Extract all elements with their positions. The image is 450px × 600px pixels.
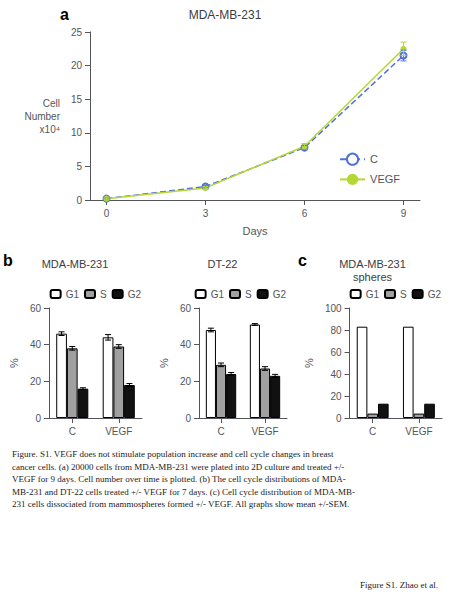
svg-text:9: 9 [401, 208, 407, 219]
svg-text:5: 5 [76, 161, 82, 172]
html-text:Figure. S1. VEGF does not stim: Figure. S1. VEGF does not stimulate popu… [12, 449, 355, 510]
svg-text:G1: G1 [211, 289, 225, 300]
svg-text:DT-22: DT-22 [208, 258, 238, 270]
svg-text:20: 20 [30, 376, 42, 387]
svg-text:C: C [369, 426, 376, 437]
svg-text:40: 40 [30, 339, 42, 350]
svg-text:%: % [303, 358, 315, 368]
svg-text:60: 60 [30, 303, 42, 314]
svg-text:0: 0 [336, 413, 342, 424]
svg-text:G1: G1 [66, 289, 80, 300]
html-text:Figure S1. Zhao et al.: Figure S1. Zhao et al. [360, 580, 438, 590]
svg-text:60: 60 [330, 347, 342, 358]
svg-text:C: C [69, 426, 76, 437]
svg-text:Cell: Cell [43, 98, 60, 109]
svg-text:S: S [100, 289, 107, 300]
svg-text:MDA-MB-231: MDA-MB-231 [42, 258, 109, 270]
svg-text:VEGF: VEGF [405, 426, 432, 437]
svg-text:VEGF: VEGF [251, 426, 278, 437]
svg-text:6: 6 [302, 208, 308, 219]
svg-text:x10⁴: x10⁴ [40, 124, 60, 135]
svg-text:G2: G2 [128, 289, 142, 300]
svg-text:20: 20 [330, 391, 342, 402]
svg-text:MDA-MB-231: MDA-MB-231 [339, 258, 406, 270]
svg-text:Days: Days [242, 225, 268, 237]
svg-text:%: % [158, 358, 170, 368]
svg-text:VEGF: VEGF [370, 173, 400, 185]
svg-text:0: 0 [35, 413, 41, 424]
svg-text:G1: G1 [366, 289, 380, 300]
svg-text:0: 0 [76, 195, 82, 206]
svg-text:Number: Number [24, 111, 60, 122]
svg-text:60: 60 [180, 303, 192, 314]
svg-text:20: 20 [71, 60, 83, 71]
svg-text:C: C [217, 426, 224, 437]
svg-text:VEGF: VEGF [105, 426, 132, 437]
svg-text:40: 40 [180, 339, 192, 350]
svg-text:spheres: spheres [353, 271, 393, 283]
svg-text:S: S [245, 289, 252, 300]
svg-text:MDA-MB-231: MDA-MB-231 [189, 8, 262, 22]
svg-text:10: 10 [71, 127, 83, 138]
svg-text:80: 80 [330, 325, 342, 336]
svg-text:100: 100 [325, 303, 342, 314]
svg-text:G2: G2 [273, 289, 287, 300]
svg-text:a: a [60, 6, 69, 23]
svg-text:3: 3 [203, 208, 209, 219]
svg-text:20: 20 [180, 376, 192, 387]
svg-text:c: c [298, 252, 307, 269]
svg-text:b: b [3, 252, 13, 269]
svg-text:%: % [8, 358, 20, 368]
svg-text:40: 40 [330, 369, 342, 380]
svg-text:0: 0 [185, 413, 191, 424]
svg-text:0: 0 [104, 208, 110, 219]
svg-text:15: 15 [71, 94, 83, 105]
svg-text:G2: G2 [428, 289, 442, 300]
svg-text:S: S [400, 289, 407, 300]
svg-text:25: 25 [71, 27, 83, 38]
svg-text:C: C [370, 153, 378, 165]
